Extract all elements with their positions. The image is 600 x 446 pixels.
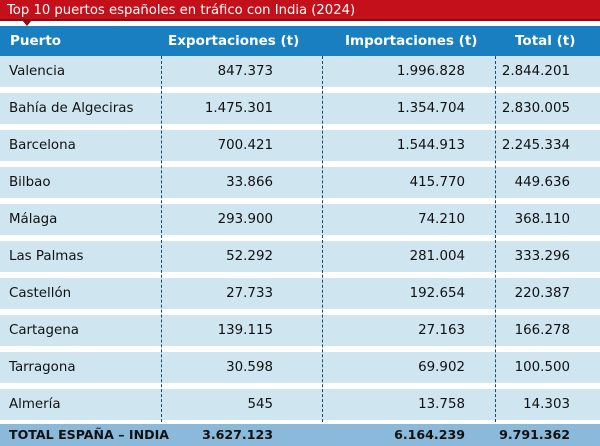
cell-total: 449.636 — [514, 175, 570, 190]
cell-puerto: Cartagena — [9, 323, 79, 338]
cell-importaciones: 1.996.828 — [396, 64, 465, 79]
table-row: Bilbao 33.866 415.770 449.636 — [0, 167, 600, 198]
cell-puerto: Barcelona — [9, 138, 76, 153]
cell-puerto: Tarragona — [9, 360, 76, 375]
cell-importaciones: 415.770 — [409, 175, 465, 190]
cell-exportaciones: 52.292 — [226, 249, 273, 264]
header-puerto: Puerto — [10, 33, 62, 49]
column-divider — [495, 56, 496, 422]
cell-puerto: Valencia — [9, 64, 66, 79]
cell-exportaciones: 293.900 — [217, 212, 273, 227]
column-divider — [322, 56, 323, 422]
cell-exportaciones: 27.733 — [226, 286, 273, 301]
cell-importaciones: 1.354.704 — [396, 101, 465, 116]
cell-exportaciones: 30.598 — [226, 360, 273, 375]
header-total: Total (t) — [515, 33, 576, 49]
table-row: Bahía de Algeciras 1.475.301 1.354.704 2… — [0, 93, 600, 124]
total-row: TOTAL ESPAÑA – INDIA 3.627.123 6.164.239… — [0, 424, 600, 446]
cell-exportaciones: 847.373 — [217, 64, 273, 79]
table-row: Castellón 27.733 192.654 220.387 — [0, 278, 600, 309]
cell-importaciones: 1.544.913 — [396, 138, 465, 153]
cell-exportaciones: 545 — [247, 397, 273, 412]
cell-exportaciones: 700.421 — [217, 138, 273, 153]
total-total: 9.791.362 — [499, 427, 570, 442]
cell-puerto: Bahía de Algeciras — [9, 101, 134, 116]
total-exportaciones: 3.627.123 — [202, 427, 273, 442]
cell-exportaciones: 1.475.301 — [204, 101, 273, 116]
cell-puerto: Málaga — [9, 212, 58, 227]
cell-total: 333.296 — [514, 249, 570, 264]
cell-puerto: Almería — [9, 397, 61, 412]
cell-total: 100.500 — [514, 360, 570, 375]
cell-puerto: Bilbao — [9, 175, 51, 190]
cell-total: 368.110 — [514, 212, 570, 227]
title-bar: Top 10 puertos españoles en tráfico con … — [0, 0, 600, 21]
cell-importaciones: 13.758 — [418, 397, 465, 412]
table-row: Málaga 293.900 74.210 368.110 — [0, 204, 600, 235]
cell-importaciones: 69.902 — [418, 360, 465, 375]
total-label: TOTAL ESPAÑA – INDIA — [9, 427, 170, 442]
table-row: Valencia 847.373 1.996.828 2.844.201 — [0, 56, 600, 87]
cell-total: 220.387 — [514, 286, 570, 301]
cell-total: 2.245.334 — [501, 138, 570, 153]
cell-importaciones: 74.210 — [418, 212, 465, 227]
cell-puerto: Las Palmas — [9, 249, 84, 264]
cell-total: 166.278 — [514, 323, 570, 338]
table-row: Almería 545 13.758 14.303 — [0, 389, 600, 420]
table-row: Tarragona 30.598 69.902 100.500 — [0, 352, 600, 383]
cell-exportaciones: 33.866 — [226, 175, 273, 190]
header-importaciones: Importaciones (t) — [345, 33, 478, 49]
header-exportaciones: Exportaciones (t) — [168, 33, 300, 49]
table-title: Top 10 puertos españoles en tráfico con … — [7, 3, 356, 18]
total-importaciones: 6.164.239 — [394, 427, 465, 442]
table-header: Puerto Exportaciones (t) Importaciones (… — [0, 26, 600, 56]
table-row: Barcelona 700.421 1.544.913 2.245.334 — [0, 130, 600, 161]
cell-importaciones: 27.163 — [418, 323, 465, 338]
cell-total: 2.830.005 — [501, 101, 570, 116]
title-notch — [22, 20, 32, 26]
cell-total: 14.303 — [523, 397, 570, 412]
cell-importaciones: 192.654 — [409, 286, 465, 301]
cell-puerto: Castellón — [9, 286, 72, 301]
table-row: Las Palmas 52.292 281.004 333.296 — [0, 241, 600, 272]
cell-total: 2.844.201 — [501, 64, 570, 79]
column-divider — [161, 56, 162, 422]
table-row: Cartagena 139.115 27.163 166.278 — [0, 315, 600, 346]
cell-importaciones: 281.004 — [409, 249, 465, 264]
cell-exportaciones: 139.115 — [217, 323, 273, 338]
